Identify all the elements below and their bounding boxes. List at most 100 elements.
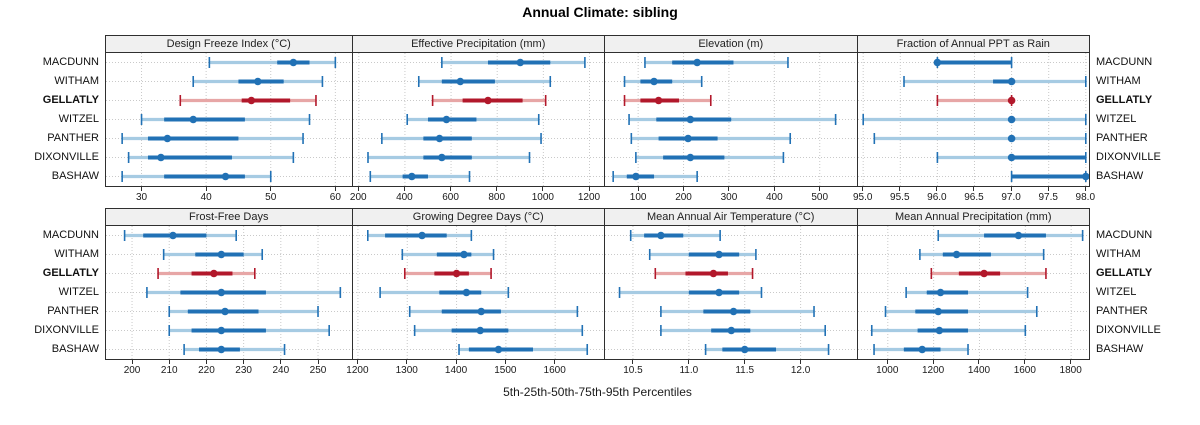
axis-tick-label: 400: [396, 192, 413, 203]
axis-tick-label: 1400: [967, 365, 991, 376]
interval-macdunn: [936, 230, 1083, 241]
interval-witham: [648, 249, 757, 260]
interval-bashaw: [369, 171, 470, 182]
interval-witzel: [618, 287, 763, 298]
axis-tick: [744, 360, 746, 364]
site-label-right-witham: WITHAM: [1096, 247, 1141, 260]
panel-header: Elevation (m): [605, 36, 857, 53]
axis-tick: [899, 187, 901, 191]
axis-tick: [683, 187, 685, 191]
interval-macdunn: [644, 57, 789, 68]
site-label-right-macdunn: MACDUNN: [1096, 228, 1153, 241]
axis-tick-label: 1000: [876, 365, 899, 376]
interval-witzel: [146, 287, 342, 298]
axis-tick-label: 300: [720, 192, 738, 203]
axis-tick: [280, 360, 282, 364]
axis-tick: [973, 187, 975, 191]
axis-tick: [504, 360, 506, 364]
interval-bashaw: [612, 171, 698, 182]
axis-tick: [496, 187, 498, 191]
site-label-right-bashaw: BASHAW: [1096, 169, 1144, 182]
panel-header: Mean Annual Precipitation (mm): [857, 209, 1089, 226]
axis-tick: [205, 360, 207, 364]
panel-mean-annual-air-temperature-c: Mean Annual Air Temperature (°C): [604, 208, 858, 360]
axis-tick-label: 12.0: [790, 365, 811, 376]
axis-tick: [688, 360, 690, 364]
axis-tick-label: 500: [811, 192, 829, 203]
site-label-left-witham: WITHAM: [54, 247, 99, 260]
interval-bashaw: [872, 344, 969, 355]
axis-tick: [450, 187, 452, 191]
interval-panther: [380, 133, 542, 144]
axis-tick: [168, 360, 170, 364]
interval-bashaw: [457, 344, 588, 355]
interval-witzel: [861, 114, 1087, 125]
axis-tick: [637, 187, 639, 191]
axis-tick-label: 240: [272, 365, 290, 376]
interval-dixonville: [366, 152, 530, 163]
interval-dixonville: [413, 325, 583, 336]
panel-plot-mean-annual-precipitation-mm: [857, 226, 1089, 359]
axis-tick: [455, 360, 457, 364]
interval-macdunn: [123, 230, 237, 241]
interval-panther: [630, 133, 792, 144]
panel-plot-mean-annual-air-temperature-c: [605, 226, 857, 359]
site-label-left-bashaw: BASHAW: [51, 169, 99, 182]
axis-tick: [800, 360, 802, 364]
site-label-left-dixonville: DIXONVILLE: [34, 150, 99, 163]
axis-tick: [334, 187, 336, 191]
panel-header: Mean Annual Air Temperature (°C): [605, 209, 857, 226]
interval-witham: [902, 76, 1087, 87]
interval-panther: [884, 306, 1038, 317]
axis-tick-label: 220: [198, 365, 215, 376]
axis-tick-label: 1500: [494, 365, 517, 376]
interval-macdunn: [366, 230, 472, 241]
axis-tick: [819, 187, 821, 191]
site-label-right-witham: WITHAM: [1096, 74, 1141, 87]
axis-tick: [728, 187, 730, 191]
interval-dixonville: [936, 152, 1087, 163]
axis-tick: [1047, 187, 1049, 191]
interval-witham: [417, 76, 551, 87]
panel-plot-effective-precipitation-mm: [352, 53, 604, 186]
axis-tick-label: 1400: [444, 365, 468, 376]
interval-bashaw: [121, 171, 272, 182]
chart-title: Annual Climate: sibling: [522, 4, 678, 20]
panel-plot-frost-free-days: [106, 226, 352, 359]
panel-header: Frost-Free Days: [106, 209, 352, 226]
axis-tick-label: 1300: [395, 365, 418, 376]
axis-tick-label: 200: [123, 365, 141, 376]
interval-dixonville: [127, 152, 295, 163]
axis-tick: [243, 360, 245, 364]
panel-fraction-of-annual-ppt-as-rain: Fraction of Annual PPT as Rain: [856, 35, 1090, 187]
interval-gellatly: [623, 95, 712, 106]
axis-tick: [356, 360, 358, 364]
axis-tick: [1024, 360, 1026, 364]
axis-tick: [978, 360, 980, 364]
axis-tick-label: 11.0: [679, 365, 699, 376]
panel-plot-fraction-of-annual-ppt-as-rain: [857, 53, 1089, 186]
axis-tick-label: 1200: [922, 365, 945, 376]
interval-witham: [401, 249, 494, 260]
axis-tick-label: 210: [160, 365, 178, 376]
site-label-left-macdunn: MACDUNN: [42, 228, 99, 241]
interval-witzel: [628, 114, 837, 125]
site-label-right-dixonville: DIXONVILLE: [1096, 323, 1161, 336]
axis-tick-label: 95.5: [890, 192, 910, 203]
interval-bashaw: [183, 344, 286, 355]
axis-tick-label: 11.5: [735, 365, 755, 376]
interval-bashaw: [704, 344, 830, 355]
panel-header: Design Freeze Index (°C): [106, 36, 352, 53]
site-label-right-panther: PANTHER: [1096, 131, 1148, 144]
interval-gellatly: [403, 268, 492, 279]
axis-tick-label: 60: [329, 192, 341, 203]
site-label-left-dixonville: DIXONVILLE: [34, 323, 99, 336]
interval-witzel: [378, 287, 509, 298]
axis-tick: [270, 187, 272, 191]
axis-tick-label: 200: [349, 192, 367, 203]
axis-tick: [542, 187, 544, 191]
interval-witham: [162, 249, 264, 260]
interval-dixonville: [660, 325, 827, 336]
axis-tick: [554, 360, 556, 364]
interval-panther: [660, 306, 815, 317]
